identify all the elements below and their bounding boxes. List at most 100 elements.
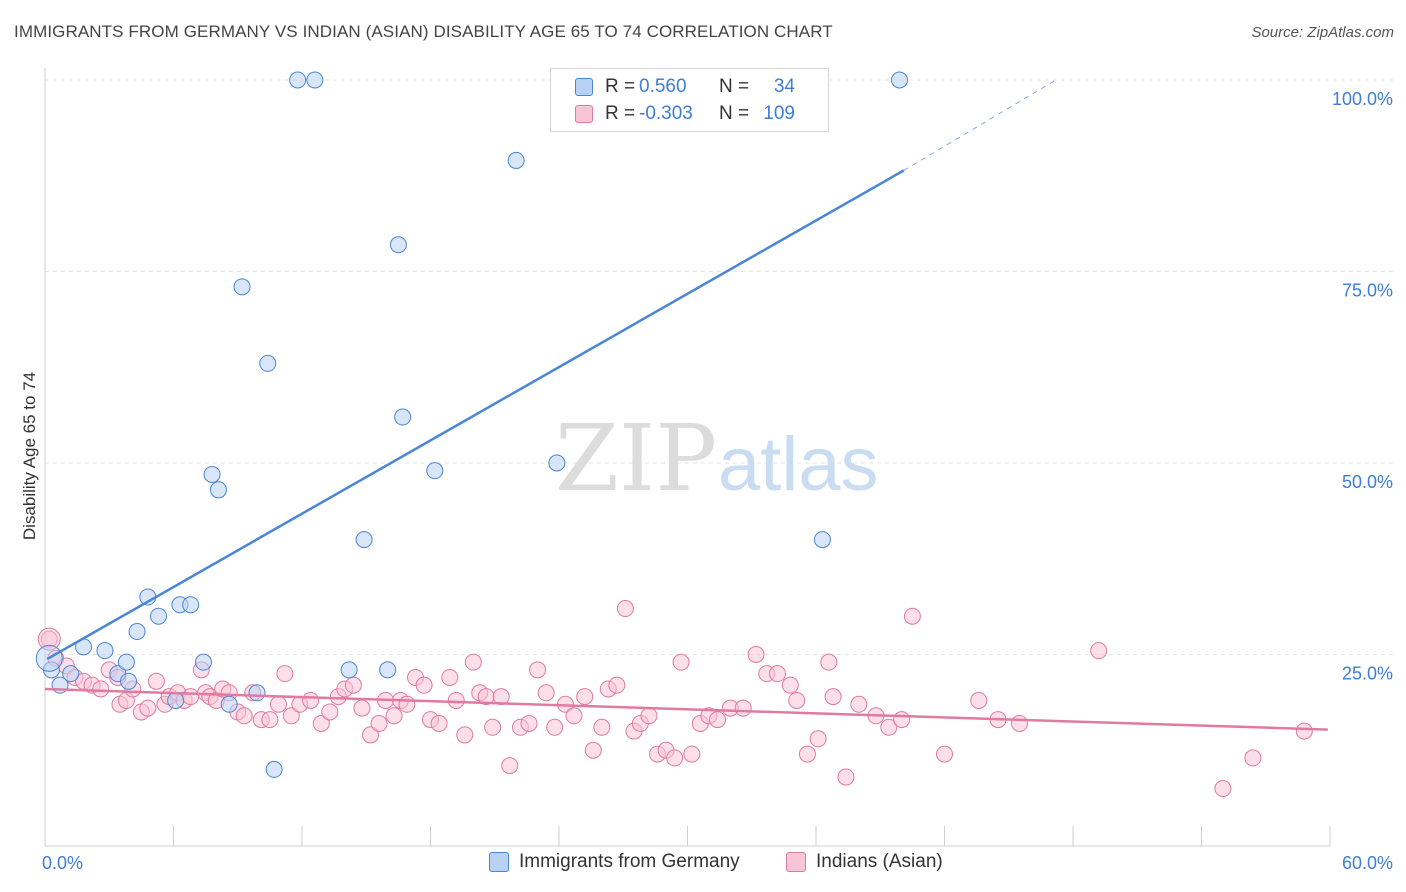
correlation-legend: R = 0.560 N = 34 R = -0.303 N = 109 [550, 68, 829, 132]
point-indians [235, 707, 253, 725]
point-germany [150, 607, 168, 625]
point-germany [389, 236, 407, 254]
series-indians-asian [37, 600, 1313, 798]
point-indians [666, 749, 684, 767]
point-indians [276, 665, 294, 683]
legend-r-value: 0.560 [639, 76, 687, 97]
point-germany [220, 695, 238, 713]
source-label: Source: ZipAtlas.com [1251, 24, 1394, 41]
point-indians [456, 726, 474, 744]
y-tick-label: 75.0% [1342, 281, 1393, 301]
point-indians [282, 707, 300, 725]
point-indians [683, 745, 701, 763]
point-germany [203, 465, 221, 483]
point-indians [1244, 749, 1262, 767]
point-germany [265, 760, 283, 778]
point-indians [398, 695, 416, 713]
point-indians [640, 707, 658, 725]
point-germany [167, 691, 185, 709]
point-indians [370, 714, 388, 732]
legend-r-label: R = [605, 76, 636, 97]
series-legend: Immigrants from Germany Indians (Asian) [0, 851, 1406, 879]
legend-label-indians: Indians (Asian) [816, 851, 943, 872]
legend-row-indians: R = -0.303 N = 109 [575, 101, 795, 127]
point-germany [507, 151, 525, 169]
point-indians [37, 627, 61, 651]
x-tick-label: 60.0% [1342, 853, 1393, 873]
point-germany [306, 71, 324, 89]
legend-item-germany[interactable]: Immigrants from Germany [489, 851, 740, 873]
series-immigrants-germany [35, 71, 909, 778]
legend-item-indians[interactable]: Indians (Asian) [786, 851, 943, 873]
trend-extension-germany [903, 79, 1057, 171]
point-indians [747, 646, 765, 663]
grid-lines [45, 79, 1395, 655]
legend-swatch-indians [786, 852, 806, 872]
point-germany [182, 596, 200, 614]
point-germany [891, 71, 909, 89]
legend-n-label: N = [719, 103, 750, 124]
point-indians [139, 699, 157, 717]
point-indians [385, 707, 403, 725]
point-indians [182, 688, 200, 706]
y-tick-label: 50.0% [1342, 472, 1393, 492]
point-indians [593, 718, 611, 736]
point-indians [302, 691, 320, 709]
point-germany [117, 653, 135, 671]
point-indians [936, 745, 953, 763]
legend-n-value: 34 [773, 76, 795, 97]
point-indians [430, 714, 448, 732]
axes [44, 68, 1331, 847]
point-germany [233, 278, 251, 296]
point-germany [128, 623, 146, 641]
trend-line-indians [44, 687, 1328, 731]
legend-swatch-germany [489, 852, 509, 872]
point-germany [62, 665, 80, 683]
point-indians [441, 668, 459, 686]
point-indians [353, 699, 371, 717]
point-indians [546, 718, 564, 736]
point-indians [501, 757, 519, 775]
legend-swatch-indians [575, 105, 593, 123]
watermark-atlas: atlas [718, 422, 879, 507]
point-germany [379, 661, 397, 679]
point-indians [321, 703, 339, 721]
point-germany [355, 531, 373, 549]
point-indians [1010, 714, 1028, 732]
legend-r-label: R = [605, 103, 636, 124]
point-indians [415, 676, 433, 694]
point-indians [269, 695, 287, 713]
point-indians [809, 730, 827, 748]
point-indians [520, 714, 538, 732]
point-indians [584, 741, 602, 759]
y-tick-label: 25.0% [1342, 664, 1393, 684]
point-indians [970, 691, 988, 709]
point-germany [120, 672, 138, 690]
point-indians [484, 718, 502, 736]
point-germany [394, 408, 412, 426]
legend-row-germany: R = 0.560 N = 34 [575, 74, 795, 100]
point-germany [248, 684, 266, 702]
legend-n-value: 109 [763, 103, 795, 124]
point-germany [194, 653, 212, 671]
point-indians [768, 665, 786, 683]
point-indians [344, 676, 362, 694]
y-axis-label: Disability Age 65 to 74 [20, 371, 39, 541]
point-indians [608, 676, 626, 694]
point-indians [464, 653, 482, 671]
legend-swatch-germany [575, 78, 593, 96]
x-tick-label: 0.0% [42, 853, 83, 873]
point-indians [893, 711, 911, 729]
point-indians [820, 653, 838, 671]
point-indians [529, 661, 547, 679]
point-indians [903, 607, 921, 625]
point-indians [537, 684, 555, 702]
tick-labels: 25.0% 50.0% 75.0% 100.0% 0.0% 60.0% [42, 89, 1393, 873]
point-indians [788, 691, 806, 709]
legend-r-value: -0.303 [639, 103, 693, 124]
point-indians [781, 676, 799, 694]
point-indians [824, 688, 842, 706]
point-indians [1090, 642, 1108, 660]
trend-line-germany [46, 169, 905, 661]
